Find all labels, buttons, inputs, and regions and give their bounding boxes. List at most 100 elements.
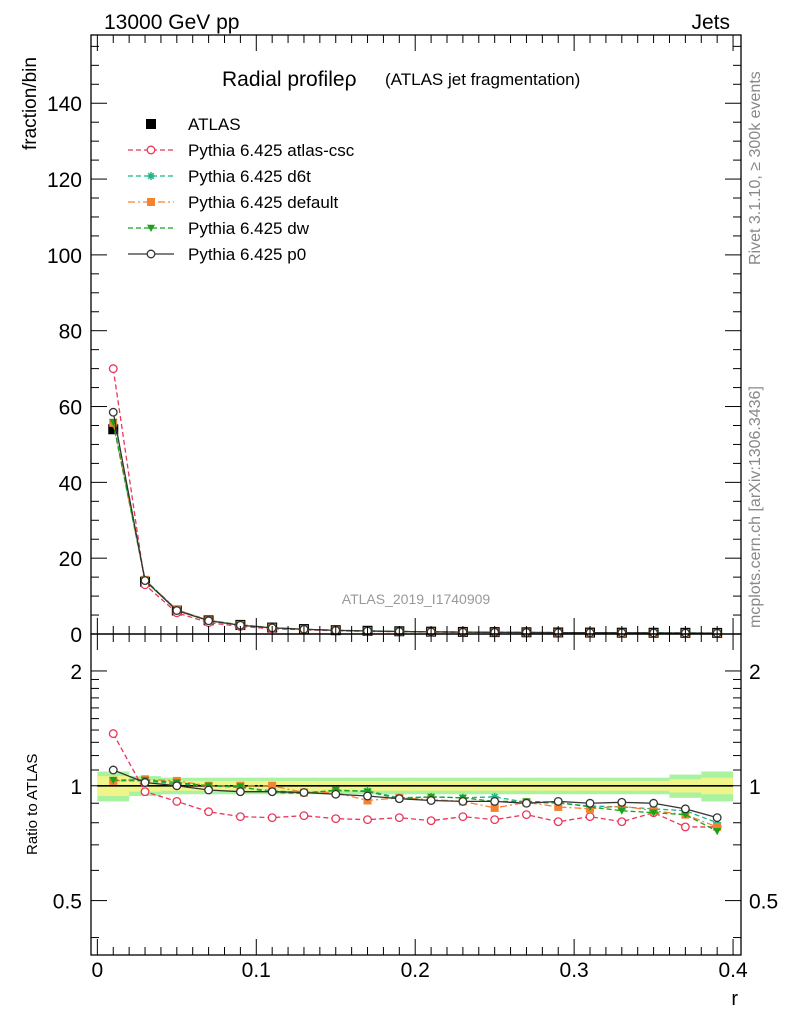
ratio-data-point	[617, 817, 627, 827]
main-panel: 0 20 40 60 80 100 120 140 Radial profileρ (ATLA…	[20, 34, 742, 647]
main-y-tick-label: 100	[47, 245, 82, 268]
ratio-series-line	[113, 769, 718, 819]
ratio-series-line	[112, 733, 718, 828]
ratio-data-point	[681, 811, 690, 819]
main-y-tick-label: 60	[59, 397, 82, 420]
ratio-data-point	[363, 815, 372, 825]
ratio-data-point	[490, 803, 499, 812]
legend-label: Pythia 6.425 atlas-csc	[188, 141, 355, 160]
ratio-data-point	[585, 812, 595, 822]
ratio-data-point	[554, 802, 563, 811]
ratio-data-point	[490, 792, 499, 801]
ratio-data-point	[267, 813, 277, 823]
ratio-plot-marks	[97, 729, 734, 836]
legend-entry: Pythia 6.425 dw	[128, 219, 310, 238]
ratio-data-point	[426, 796, 436, 805]
data-point	[140, 576, 150, 585]
main-y-tick-label: 140	[47, 93, 82, 116]
ratio-data-point	[268, 781, 277, 790]
ratio-data-point	[617, 797, 627, 807]
ratio-data-point	[331, 814, 341, 824]
ratio-y-tick-label: 1	[70, 776, 82, 799]
ratio-data-point	[553, 796, 563, 806]
data-point	[108, 364, 118, 374]
legend-marker	[147, 172, 155, 180]
legend-marker	[146, 145, 156, 155]
ratio-data-point	[299, 788, 309, 797]
main-y-tick-label: 120	[47, 169, 82, 192]
ratio-data-point	[204, 807, 214, 817]
ratio-series-pythia-6-425-p0	[108, 765, 722, 823]
mcplots-label: mcplots.cern.ch [arXiv:1306.3436]	[747, 386, 764, 628]
ratio-y-tick-label: 2	[70, 661, 82, 684]
legend-entry: Pythia 6.425 atlas-csc	[128, 141, 355, 160]
ratio-data-point	[236, 783, 245, 791]
data-point	[172, 606, 182, 615]
x-tick-label: 0.1	[242, 959, 271, 982]
legend-marker	[146, 249, 156, 259]
legend-marker	[147, 224, 155, 232]
legend-label: Pythia 6.425 d6t	[188, 167, 311, 186]
ratio-data-point	[458, 796, 468, 806]
legend-marker	[147, 198, 155, 206]
main-y-tick-label: 20	[59, 548, 82, 571]
analysis-watermark: ATLAS_2019_I1740909	[342, 591, 491, 607]
ratio-panel: 0.5 0.5 1 1 2 2 0 0.1 0.2 0.3 0.4 Ratio to ATLAS r	[24, 633, 778, 1010]
main-axes: 0 20 40 60 80 100 120 140	[47, 35, 741, 647]
ratio-y-tick-label: 0.5	[53, 891, 82, 914]
ratio-data-point	[713, 828, 722, 836]
ratio-data-point	[140, 787, 150, 797]
data-point	[108, 407, 118, 417]
x-axis-label: r	[731, 988, 738, 1010]
ratio-data-point	[267, 787, 277, 797]
ratio-data-point	[490, 815, 500, 825]
main-y-axis-label: fraction/bin	[20, 57, 41, 150]
ratio-data-point	[235, 812, 245, 822]
ratio-data-point	[713, 822, 722, 831]
data-point	[204, 616, 214, 626]
ratio-data-point	[235, 787, 245, 797]
ratio-data-point	[522, 798, 531, 808]
ratio-data-point	[522, 810, 531, 820]
legend-label: Pythia 6.425 p0	[188, 245, 306, 264]
ratio-data-point	[426, 816, 436, 826]
ratio-data-point	[204, 785, 214, 795]
ratio-data-point	[108, 729, 118, 739]
ratio-data-point	[649, 809, 658, 817]
ratio-data-point	[109, 776, 118, 785]
ratio-y-axis-label: Ratio to ATLAS	[24, 754, 41, 855]
ratio-data-point	[299, 811, 309, 821]
ratio-y-tick-label-right: 1	[749, 776, 761, 799]
data-point	[108, 424, 119, 435]
main-plot-title: Radial profileρ	[222, 68, 357, 91]
ratio-data-point	[553, 817, 563, 827]
rivet-version-label: Rivet 3.1.10, ≥ 300k events	[747, 71, 764, 265]
main-plot-subtitle: (ATLAS jet fragmentation)	[385, 70, 580, 89]
main-y-tick-label: 0	[70, 624, 82, 647]
x-tick-label: 0.4	[718, 959, 748, 982]
ratio-data-point	[172, 796, 182, 806]
x-tick-label: 0.3	[560, 959, 589, 982]
header-left-label: 13000 GeV pp	[104, 11, 239, 34]
legend-entry: Pythia 6.425 d6t	[128, 167, 311, 186]
ratio-y-tick-label-right: 0.5	[749, 891, 778, 914]
main-y-tick-label: 40	[59, 472, 82, 495]
legend-entry: Pythia 6.425 default	[128, 193, 339, 212]
legend-marker	[146, 119, 156, 129]
legend-label: Pythia 6.425 dw	[188, 219, 310, 238]
ratio-data-point	[712, 813, 722, 823]
ratio-y-tick-label-right: 2	[749, 661, 761, 684]
ratio-data-point	[363, 796, 372, 805]
ratio-data-point	[394, 794, 404, 804]
ratio-plot-frame	[90, 633, 742, 956]
ratio-data-point	[680, 822, 690, 832]
legend-entry: Pythia 6.425 p0	[128, 245, 306, 264]
ratio-data-point	[585, 798, 595, 808]
legend: ATLAS Pythia 6.425 atlas-csc Pythia 6.425 …	[128, 115, 355, 264]
x-tick-label: 0	[92, 959, 104, 982]
ratio-data-point	[649, 798, 659, 808]
x-tick-label: 0.2	[401, 959, 430, 982]
legend-label: ATLAS	[188, 115, 241, 134]
ratio-data-point	[108, 765, 118, 775]
